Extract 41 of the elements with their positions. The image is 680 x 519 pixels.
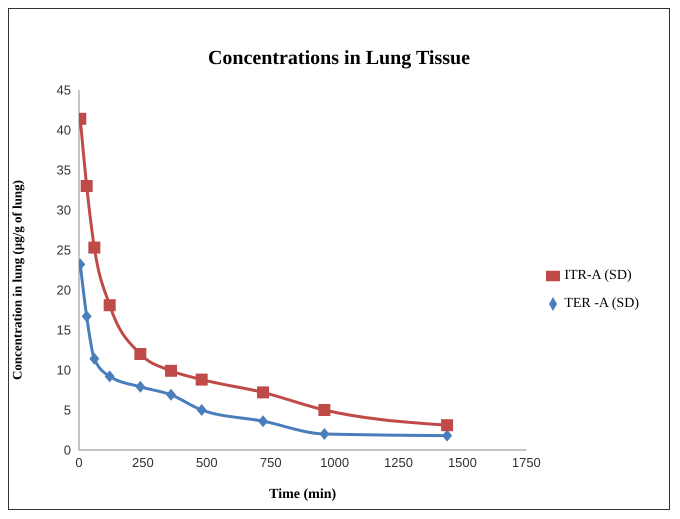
y-tick-label: 40 [56, 122, 71, 138]
x-tick-label: 1500 [448, 455, 477, 470]
point [166, 388, 176, 401]
x-axis-title: Time (min) [269, 487, 337, 502]
point [134, 348, 146, 360]
chart-title: Concentrations in Lung Tissue [206, 47, 472, 70]
x-tick-label: 250 [132, 455, 154, 470]
x-tick-label: 1250 [384, 455, 413, 470]
y-tick-label: 30 [56, 202, 71, 218]
x-tick-label: 1750 [512, 455, 541, 470]
y-tick-label: 35 [56, 162, 71, 178]
x-tick-label: 1000 [320, 455, 350, 470]
y-tick-label: 25 [56, 242, 71, 258]
y-tick-label: 20 [56, 282, 71, 298]
point [258, 415, 268, 428]
y-tick-label: 45 [56, 82, 71, 98]
point [196, 404, 207, 416]
x-tick-label: 500 [196, 455, 218, 470]
point [135, 380, 146, 393]
y-tick-label: 5 [64, 402, 71, 418]
point [441, 419, 454, 432]
point [88, 242, 100, 254]
point [165, 364, 178, 377]
x-tick-label: 0 [75, 455, 83, 470]
y-tick-label: 15 [56, 322, 71, 338]
point [80, 180, 93, 192]
point [257, 386, 270, 398]
x-tick-label: 750 [260, 455, 282, 470]
point [318, 404, 330, 416]
legend-label: ITR-A (SD) [564, 268, 632, 283]
y-tick-label: 10 [56, 362, 71, 378]
point [89, 352, 100, 365]
point [104, 370, 115, 382]
legend-label: TER -A (SD) [564, 296, 639, 311]
y-tick-label: 0 [64, 442, 71, 458]
point [196, 374, 208, 386]
point [442, 430, 452, 442]
y-axis-title: Concentration in lung (µg/g of lung) [10, 180, 25, 380]
point [104, 299, 116, 312]
point [319, 428, 330, 440]
point [82, 310, 92, 322]
